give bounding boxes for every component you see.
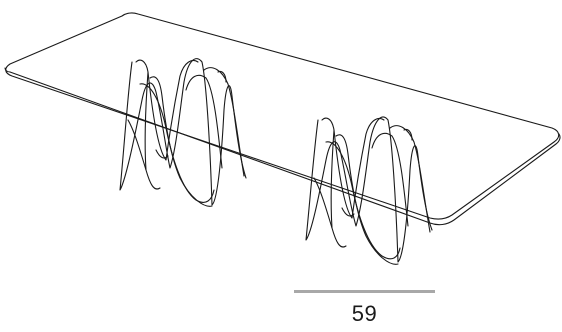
right-wave-base bbox=[305, 116, 433, 265]
dimension-label: 59 bbox=[351, 301, 378, 326]
left-wave-base bbox=[119, 58, 247, 207]
dimension-line bbox=[294, 290, 435, 293]
glass-table-top bbox=[4, 12, 561, 226]
